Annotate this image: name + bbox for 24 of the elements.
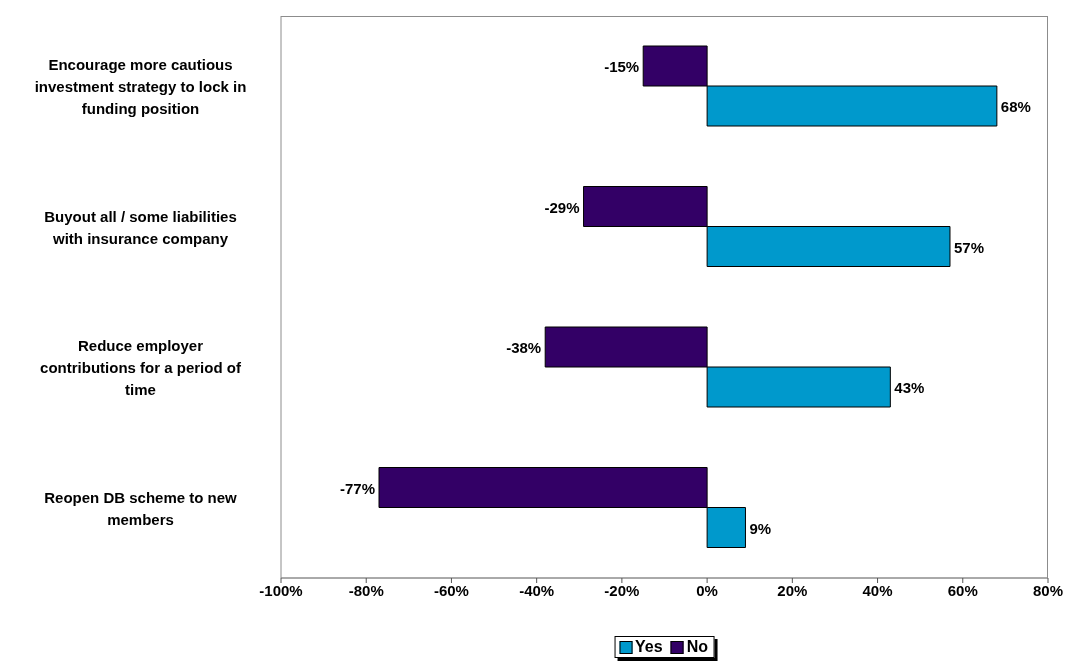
y-tick-label: Buyout all / some liabilities with insurance company [44,207,237,247]
y-tick-label: Reduce employer contributions for a period of time [40,336,242,398]
data-label: -15% [604,57,640,75]
y-tick-label: Reopen DB scheme to new members [44,488,238,528]
x-tick-label: -60% [433,581,469,599]
x-tick-label: 0% [696,581,718,599]
x-tick-label: 20% [777,581,808,599]
y-tick-label: Encourage more cautious investment strategy to lock in funding position [34,55,247,117]
data-label: -77% [339,479,376,496]
data-label: 9% [749,519,772,536]
data-label: 68% [1000,97,1031,115]
x-tick-label: 80% [1032,581,1064,599]
x-tick-label: 60% [947,581,978,599]
x-tick-label: -40% [519,581,555,599]
x-tick-label: 40% [862,581,893,599]
x-tick-label: -20% [604,581,640,599]
legend-label: No [686,638,708,656]
x-tick-label: -80% [348,581,384,599]
data-label: 57% [953,238,985,255]
data-label: -29% [544,198,580,215]
data-label: 43% [894,378,925,396]
x-tick-label: -100% [259,581,303,599]
data-label: -38% [506,338,542,356]
legend-label: Yes [635,638,663,656]
